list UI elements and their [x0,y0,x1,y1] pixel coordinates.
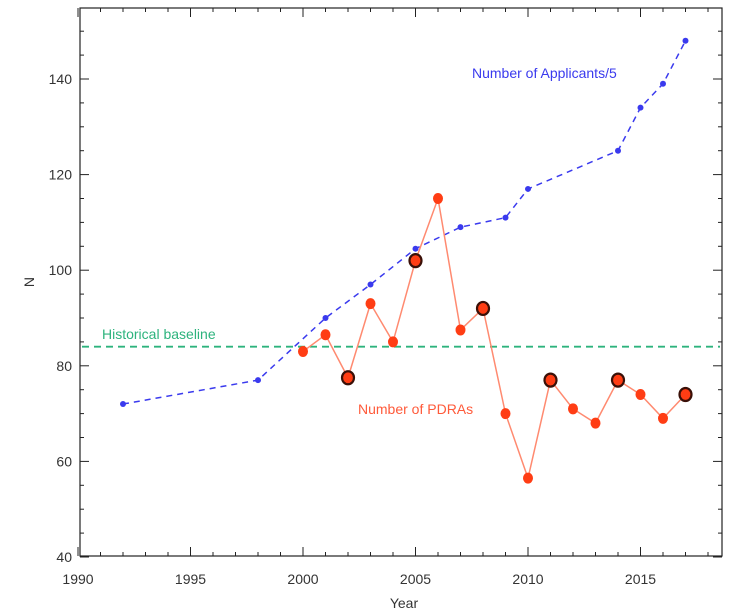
applicants-point [682,37,689,44]
x-tick-label: 2015 [625,571,656,587]
pdras-point-highlighted [678,386,693,403]
pdras-point [590,417,601,429]
applicants-point [637,104,644,111]
pdras-point [635,388,646,400]
pdras-point-highlighted [543,372,558,388]
applicants-point [660,80,666,87]
y-tick-label: 40 [56,549,72,565]
series-layer [120,37,693,484]
x-tick-label: 2010 [512,571,543,587]
x-tick-label: 1995 [175,571,206,587]
pdras-point [455,324,466,336]
series-line-pdras [302,195,687,481]
pdras-point [388,336,398,348]
pdras-point [433,193,443,204]
y-tick-label: 100 [49,262,73,278]
applicants-point [255,377,261,384]
applicants-point [412,245,419,252]
y-axis: 40 60 80 100 120 140 [49,30,722,565]
pdras-point [298,345,308,357]
pdras-point-highlighted [408,253,423,269]
x-tick-label: 2005 [400,571,431,587]
annotation-applicants: Number of Applicants/5 [472,65,617,81]
y-tick-label: 80 [56,358,72,374]
pdras-point-highlighted [475,300,491,317]
pdras-point [523,472,533,484]
x-axis-label: Year [390,595,419,611]
applicants-point [367,281,374,288]
pdras-point [500,408,511,420]
x-tick-label: 1990 [62,571,93,587]
pdras-point [658,412,668,424]
pdras-point-highlighted [610,372,626,388]
pdras-point [365,298,376,310]
applicants-point [120,401,126,408]
x-axis: 1990 1995 2000 2005 2010 2015 [62,8,709,587]
annotation-pdras: Number of PDRAs [358,401,473,417]
annotation-baseline: Historical baseline [102,326,216,342]
pdras-point-highlighted [340,370,356,386]
plot-frame [79,7,723,557]
pdras-point [568,403,578,415]
applicants-point [502,214,509,221]
y-tick-label: 120 [49,167,73,183]
x-tick-label: 2000 [287,571,318,587]
applicants-point [322,315,329,321]
applicants-point [615,147,621,154]
applicants-point [525,185,531,192]
y-tick-label: 140 [49,71,73,87]
y-tick-label: 60 [56,453,72,469]
applicants-point [457,224,464,231]
series-line-applicants [122,40,687,405]
pdras-point [320,329,331,341]
y-axis-label: N [21,277,37,287]
